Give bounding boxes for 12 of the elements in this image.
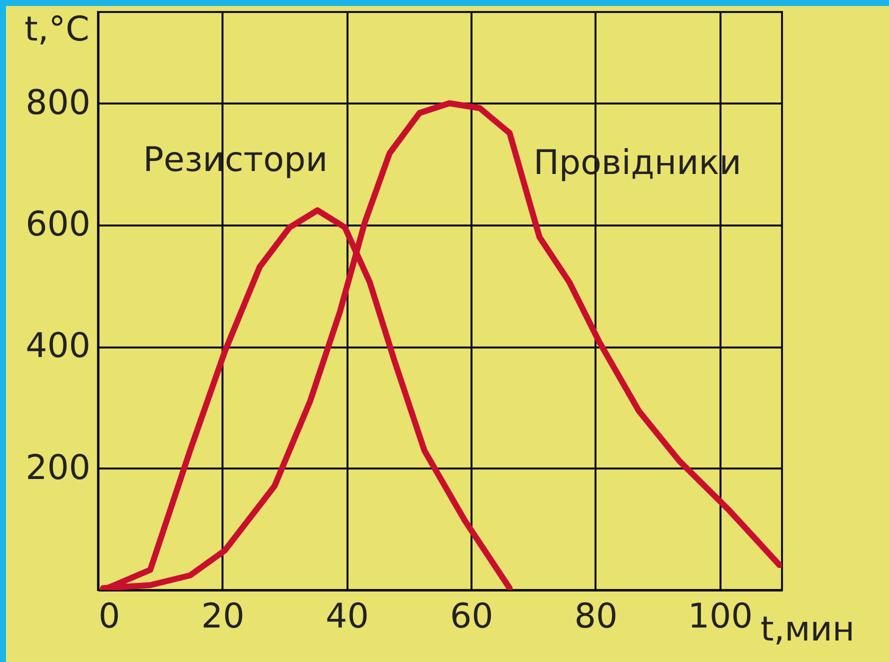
y-tick-label: 400	[26, 326, 90, 366]
x-tick-label: 60	[450, 596, 494, 636]
y-tick-label: 600	[26, 204, 90, 244]
y-tick-label: 800	[26, 82, 90, 123]
y-axis-title: t,°C	[24, 10, 90, 50]
x-axis-title: t,мин	[760, 610, 855, 650]
x-tick-label: 40	[326, 596, 369, 636]
y-tick-label: 200	[26, 448, 90, 488]
x-tick-label: 80	[574, 596, 618, 636]
x-tick-label: 0	[98, 596, 120, 636]
x-tick-label: 20	[201, 596, 244, 636]
x-tick-label: 100	[688, 596, 753, 636]
